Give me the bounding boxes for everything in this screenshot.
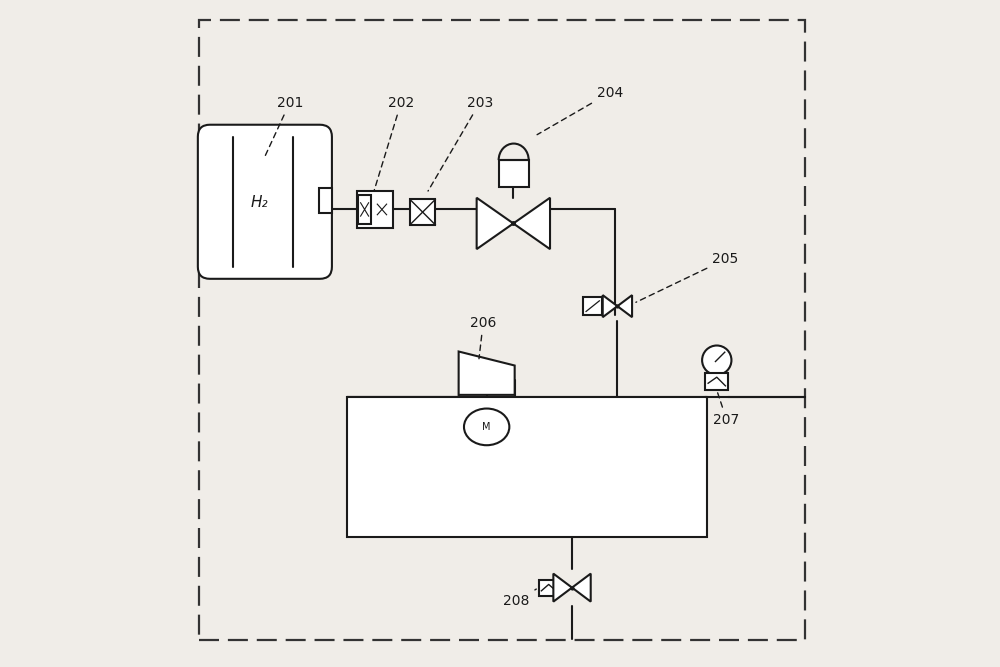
Text: 203: 203 (428, 96, 493, 191)
Text: 201: 201 (264, 96, 303, 157)
Text: H₂: H₂ (251, 195, 269, 209)
Text: M: M (482, 422, 491, 432)
Bar (583, 297, 602, 315)
Text: 207: 207 (713, 393, 740, 426)
Text: 204: 204 (537, 86, 623, 135)
Bar (358, 195, 371, 224)
Bar (499, 160, 529, 187)
Text: 206: 206 (470, 316, 496, 359)
Bar (357, 191, 393, 228)
Polygon shape (459, 352, 515, 395)
Text: 208: 208 (503, 589, 536, 608)
Ellipse shape (464, 408, 509, 446)
Text: 205: 205 (636, 253, 738, 302)
FancyBboxPatch shape (198, 125, 332, 279)
Bar (539, 580, 559, 596)
Bar (347, 397, 707, 537)
Polygon shape (513, 197, 550, 249)
Polygon shape (572, 574, 591, 602)
Bar (410, 199, 435, 225)
Circle shape (702, 346, 731, 375)
Polygon shape (603, 295, 617, 317)
Text: 202: 202 (374, 96, 414, 191)
Polygon shape (477, 197, 513, 249)
Bar (705, 373, 728, 390)
Polygon shape (553, 574, 572, 602)
Polygon shape (617, 295, 632, 317)
Bar (319, 188, 332, 213)
